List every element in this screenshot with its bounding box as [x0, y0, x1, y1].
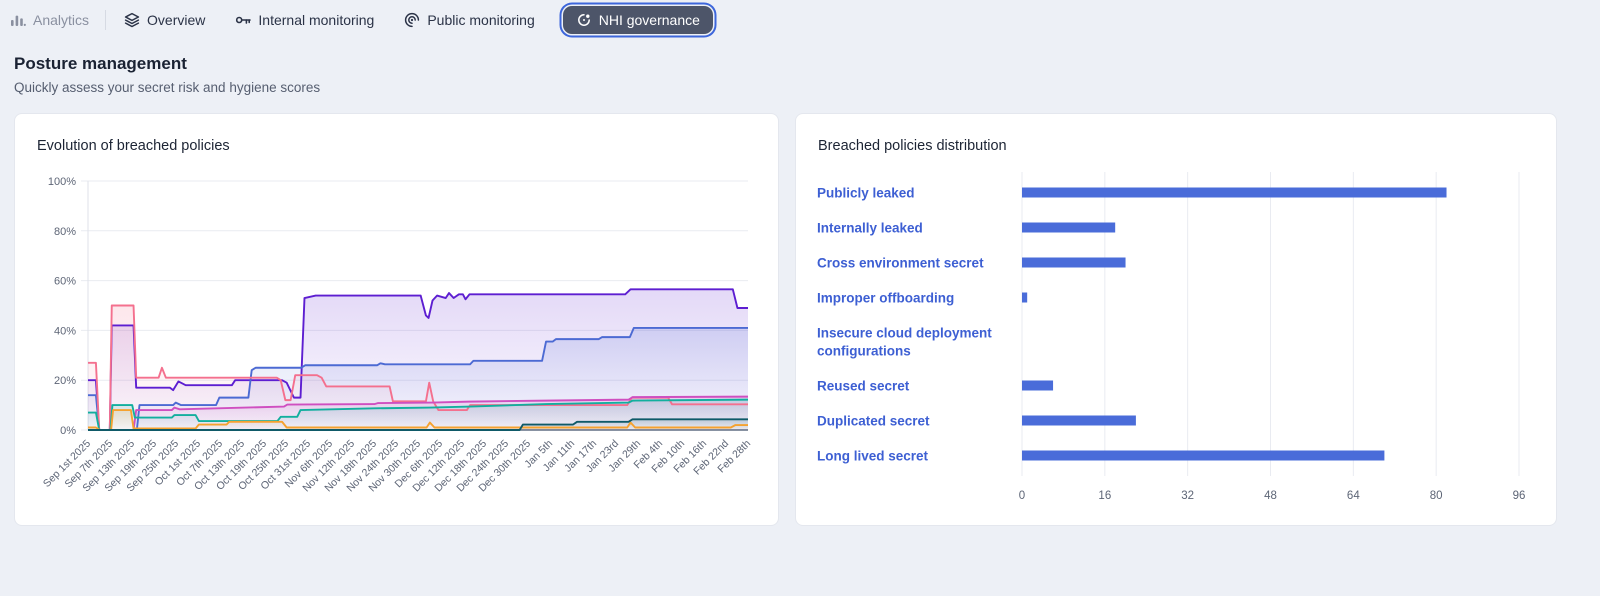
- bar-category-label[interactable]: Insecure cloud deploymentconfigurations: [817, 326, 992, 359]
- x-tick-label: 32: [1181, 490, 1194, 502]
- page-header: Posture management Quickly assess your s…: [14, 54, 1586, 95]
- page-subtitle: Quickly assess your secret risk and hygi…: [14, 80, 1586, 95]
- x-tick-label: 16: [1098, 490, 1111, 502]
- bar-chart-icon: [10, 12, 26, 28]
- charts-row: Evolution of breached policies 0% 20% 40% 6…: [14, 113, 1586, 526]
- y-tick-label: 0%: [60, 425, 76, 437]
- bar-category-label[interactable]: Internally leaked: [817, 221, 923, 236]
- bar: [1022, 258, 1126, 268]
- bar: [1022, 188, 1447, 198]
- bar: [1022, 293, 1027, 303]
- key-icon: [235, 12, 251, 28]
- line-chart-title: Evolution of breached policies: [37, 138, 230, 154]
- spiral-icon: [404, 12, 420, 28]
- tab-public-monitoring[interactable]: Public monitoring: [400, 6, 538, 34]
- bar: [1022, 381, 1053, 391]
- bar: [1022, 451, 1384, 461]
- x-tick-label: 80: [1430, 490, 1443, 502]
- x-tick-label: 0: [1019, 490, 1025, 502]
- bar-category-label[interactable]: Long lived secret: [817, 449, 929, 464]
- bar-chart[interactable]: 0 16 32 48 64 80 96 Publicly leaked Internally l…: [806, 164, 1546, 509]
- bar-category-label[interactable]: Duplicated secret: [817, 414, 930, 429]
- top-nav: Analytics Overview Internal monitoring: [0, 0, 1600, 40]
- line-chart[interactable]: 0%20%40%60%80%100%Sep 1st 2025Sep 7th 20…: [27, 170, 767, 510]
- y-tick-label: 100%: [48, 176, 76, 188]
- y-tick-label: 40%: [54, 325, 76, 337]
- nav-analytics-label: Analytics: [33, 12, 89, 28]
- bar-category-label[interactable]: Cross environment secret: [817, 256, 984, 271]
- y-tick-label: 20%: [54, 375, 76, 387]
- tab-internal-monitoring[interactable]: Internal monitoring: [231, 6, 378, 34]
- x-tick-label: 48: [1264, 490, 1277, 502]
- tab-nhi-governance[interactable]: NHI governance: [563, 6, 713, 34]
- tab-internal-monitoring-label: Internal monitoring: [258, 12, 374, 28]
- orbit-icon: [576, 12, 592, 28]
- bar-chart-title: Breached policies distribution: [818, 138, 1007, 154]
- y-tick-label: 80%: [54, 226, 76, 238]
- tab-nhi-governance-label: NHI governance: [599, 12, 700, 28]
- page-title: Posture management: [14, 54, 1586, 74]
- bar: [1022, 416, 1136, 426]
- tab-overview-label: Overview: [147, 12, 205, 28]
- nav-divider: [105, 10, 106, 30]
- tab-public-monitoring-label: Public monitoring: [427, 12, 534, 28]
- x-tick-label: 96: [1513, 490, 1526, 502]
- x-tick-label: 64: [1347, 490, 1360, 502]
- bar-category-label[interactable]: Improper offboarding: [817, 291, 954, 306]
- layers-icon: [124, 12, 140, 28]
- bar: [1022, 223, 1115, 233]
- bar-category-label[interactable]: Publicly leaked: [817, 186, 915, 201]
- bar-category-label[interactable]: Reused secret: [817, 379, 910, 394]
- tab-overview[interactable]: Overview: [120, 6, 209, 34]
- card-breached-policies-distribution: Breached policies distribution 0 16 32 48 64…: [795, 113, 1557, 526]
- card-evolution-breached-policies: Evolution of breached policies 0% 20% 40% 6…: [14, 113, 779, 526]
- nav-analytics[interactable]: Analytics: [6, 6, 93, 34]
- y-tick-label: 60%: [54, 276, 76, 288]
